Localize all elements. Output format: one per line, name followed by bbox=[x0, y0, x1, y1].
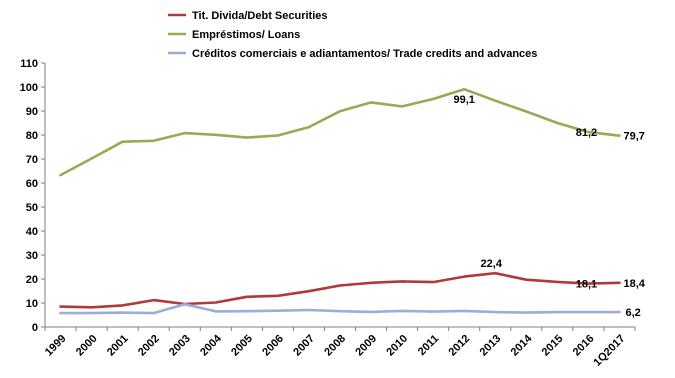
x-tick-label: 2004 bbox=[198, 332, 224, 358]
y-tick-label: 50 bbox=[26, 202, 38, 214]
y-tick-label: 30 bbox=[26, 250, 38, 262]
y-tick-label: 60 bbox=[26, 178, 38, 190]
data-labels: 99,1 81,2 79,7 22,4 18,1 18,4 6,2 bbox=[453, 94, 645, 319]
series-line-1 bbox=[59, 87, 621, 177]
data-label: 18,1 bbox=[576, 279, 597, 291]
x-tick-label: 1999 bbox=[43, 333, 69, 359]
y-axis: 0 10 20 30 40 50 60 70 80 90 100 110 bbox=[20, 58, 46, 334]
data-label: 79,7 bbox=[623, 131, 644, 143]
legend-label-1: Empréstimos/ Loans bbox=[192, 29, 300, 41]
x-tick-label: 2005 bbox=[229, 333, 255, 359]
series-line-2 bbox=[59, 302, 621, 315]
y-tick-label: 0 bbox=[32, 322, 38, 334]
data-label: 22,4 bbox=[481, 258, 503, 270]
x-tick-label: 2002 bbox=[136, 333, 162, 359]
x-tick-label: 2011 bbox=[416, 333, 441, 358]
x-tick-label: 2007 bbox=[291, 333, 317, 359]
x-tick-label: 2000 bbox=[74, 333, 100, 359]
x-tick-label: 2003 bbox=[167, 333, 193, 359]
x-tick-label: 2008 bbox=[322, 333, 348, 359]
y-tick-label: 90 bbox=[26, 106, 38, 118]
y-tick-label: 80 bbox=[26, 130, 38, 142]
y-tick-label: 20 bbox=[26, 274, 38, 286]
legend: Tit. Divida/Debt Securities Empréstimos/ … bbox=[168, 10, 537, 60]
data-label: 81,2 bbox=[576, 127, 597, 139]
x-tick-label: 2010 bbox=[384, 333, 410, 359]
x-tick-label: 2013 bbox=[478, 333, 504, 359]
y-tick-label: 40 bbox=[26, 226, 38, 238]
x-tick-label: 2009 bbox=[353, 333, 379, 359]
legend-label-2: Créditos comerciais e adiantamentos/ Tra… bbox=[192, 48, 537, 60]
x-tick-label: 2006 bbox=[260, 333, 286, 359]
y-tick-label: 100 bbox=[20, 82, 38, 94]
data-label: 99,1 bbox=[453, 94, 474, 106]
x-tick-label: 2016 bbox=[571, 333, 597, 359]
data-label: 6,2 bbox=[625, 307, 640, 319]
legend-label-0: Tit. Divida/Debt Securities bbox=[192, 10, 328, 22]
series-line-0 bbox=[59, 271, 621, 309]
data-label: 18,4 bbox=[623, 278, 645, 290]
series-layer bbox=[59, 87, 621, 315]
x-tick-label: 2001 bbox=[105, 333, 131, 359]
x-tick-label: 2012 bbox=[447, 333, 473, 359]
y-tick-label: 70 bbox=[26, 154, 38, 166]
x-tick-label: 2014 bbox=[509, 332, 535, 358]
x-tick-label: 1Q2017 bbox=[591, 333, 627, 369]
x-axis: 1999 2000 2001 2002 2003 2004 2005 2006 2007 2008… bbox=[43, 326, 636, 369]
y-tick-label: 110 bbox=[20, 58, 38, 70]
y-tick-label: 10 bbox=[26, 298, 38, 310]
x-tick-label: 2015 bbox=[540, 333, 566, 359]
